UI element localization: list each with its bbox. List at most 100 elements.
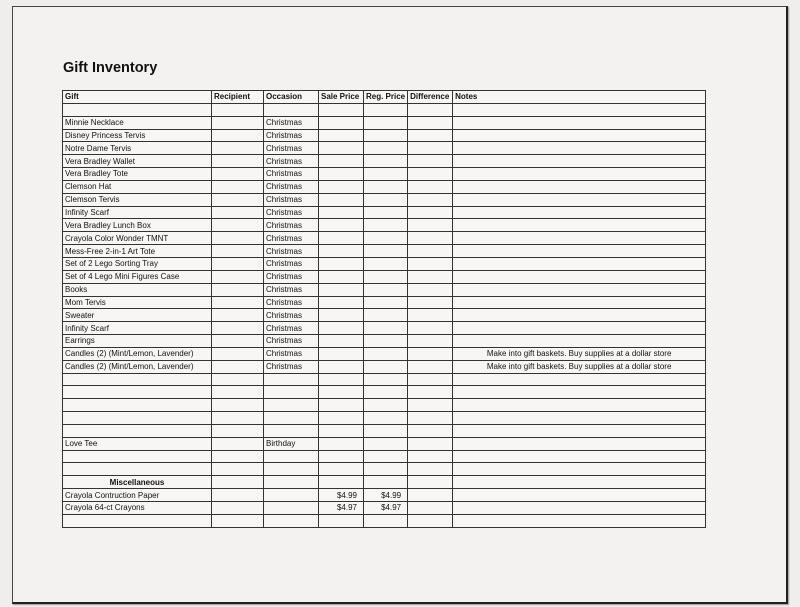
table-row: Infinity Scarf Christmas (62, 205, 707, 220)
occasion-cell: Christmas (263, 115, 319, 130)
reg-price-cell (362, 436, 409, 451)
gift-cell: Mom Tervis (62, 295, 212, 310)
table-row: Crayola Contruction Paper $4.99 $4.99 (62, 488, 707, 502)
gift-cell (62, 513, 212, 528)
recipient-cell (211, 475, 264, 490)
difference-cell (407, 321, 454, 336)
reg-price-cell (362, 385, 409, 400)
reg-price-cell (362, 346, 409, 361)
gift-cell (62, 398, 212, 413)
sale-price-cell (318, 231, 364, 246)
sale-price-cell (318, 269, 364, 284)
reg-price-cell (362, 282, 409, 297)
occasion-cell: Christmas (263, 205, 319, 220)
sale-price-cell (318, 115, 364, 130)
notes-cell (452, 167, 707, 181)
notes-cell (452, 488, 707, 502)
recipient-cell (211, 179, 264, 194)
sale-price-cell (318, 141, 364, 156)
occasion-cell (263, 513, 319, 528)
difference-cell (407, 115, 454, 130)
gift-cell: Candles (2) (Mint/Lemon, Lavender) (62, 346, 212, 361)
gift-cell (62, 372, 212, 387)
reg-price-cell (362, 179, 409, 194)
occasion-cell: Christmas (263, 282, 319, 297)
table-row: Notre Dame Tervis Christmas (62, 141, 707, 156)
recipient-cell (211, 231, 264, 246)
reg-price-cell (362, 359, 409, 374)
recipient-cell (211, 385, 264, 400)
difference-cell (407, 398, 454, 413)
occasion-cell: Christmas (263, 269, 319, 284)
gift-cell: Love Tee (62, 436, 212, 451)
reg-price-cell (362, 449, 409, 464)
reg-price-cell (362, 102, 409, 117)
recipient-cell (211, 282, 264, 297)
column-header-reg-price: Reg. Price (362, 90, 409, 104)
table-row: Earrings Christmas (62, 334, 707, 348)
column-header-recipient: Recipient (211, 90, 264, 104)
recipient-cell (211, 102, 264, 117)
reg-price-cell (362, 167, 409, 181)
difference-cell (407, 218, 454, 233)
occasion-cell: Birthday (263, 436, 319, 451)
recipient-cell (211, 128, 264, 143)
difference-cell (407, 334, 454, 348)
difference-cell (407, 269, 454, 284)
table-row: Clemson Hat Christmas (62, 179, 707, 194)
table-row: Infinity Scarf Christmas (62, 321, 707, 336)
notes-cell (452, 295, 707, 310)
gift-cell: Notre Dame Tervis (62, 141, 212, 156)
sale-price-cell (318, 411, 364, 425)
difference-cell (407, 308, 454, 323)
recipient-cell (211, 488, 264, 502)
table-row: Crayola Color Wonder TMNT Christmas (62, 231, 707, 246)
sale-price-cell (318, 102, 364, 117)
recipient-cell (211, 308, 264, 323)
gift-cell: Vera Bradley Lunch Box (62, 218, 212, 233)
table-row: Candles (2) (Mint/Lemon, Lavender) Christ… (62, 346, 707, 361)
column-header-difference: Difference (407, 90, 454, 104)
table-row: Vera Bradley Lunch Box Christmas (62, 218, 707, 233)
table-row: Books Christmas (62, 282, 707, 297)
gift-cell: Candles (2) (Mint/Lemon, Lavender) (62, 359, 212, 374)
notes-cell (452, 269, 707, 284)
sale-price-cell (318, 321, 364, 336)
reg-price-cell (362, 115, 409, 130)
gift-cell: Infinity Scarf (62, 205, 212, 220)
sale-price-cell (318, 282, 364, 297)
occasion-cell (263, 501, 319, 515)
notes-cell (452, 423, 707, 438)
recipient-cell (211, 334, 264, 348)
table-row: Mom Tervis Christmas (62, 295, 707, 310)
table-row: Sweater Christmas (62, 308, 707, 323)
gift-cell (62, 462, 212, 477)
table-row (62, 411, 707, 425)
notes-cell: Make into gift baskets. Buy supplies at … (452, 346, 707, 361)
reg-price-cell (362, 513, 409, 528)
table-row (62, 462, 707, 477)
difference-cell (407, 475, 454, 490)
gift-inventory-table: Gift Recipient Occasion Sale Price Reg. … (62, 90, 707, 528)
difference-cell (407, 282, 454, 297)
gift-cell (62, 102, 212, 117)
notes-cell (452, 115, 707, 130)
occasion-cell: Christmas (263, 167, 319, 181)
notes-cell (452, 154, 707, 169)
difference-cell (407, 141, 454, 156)
notes-cell (452, 141, 707, 156)
difference-cell (407, 488, 454, 502)
gift-cell (62, 423, 212, 438)
table-row: Candles (2) (Mint/Lemon, Lavender) Christ… (62, 359, 707, 374)
sale-price-cell (318, 256, 364, 271)
recipient-cell (211, 218, 264, 233)
sale-price-cell (318, 346, 364, 361)
sale-price-cell (318, 462, 364, 477)
occasion-cell: Christmas (263, 218, 319, 233)
table-row (62, 398, 707, 413)
occasion-cell: Christmas (263, 192, 319, 207)
reg-price-cell (362, 244, 409, 258)
difference-cell (407, 167, 454, 181)
occasion-cell: Christmas (263, 244, 319, 258)
recipient-cell (211, 513, 264, 528)
